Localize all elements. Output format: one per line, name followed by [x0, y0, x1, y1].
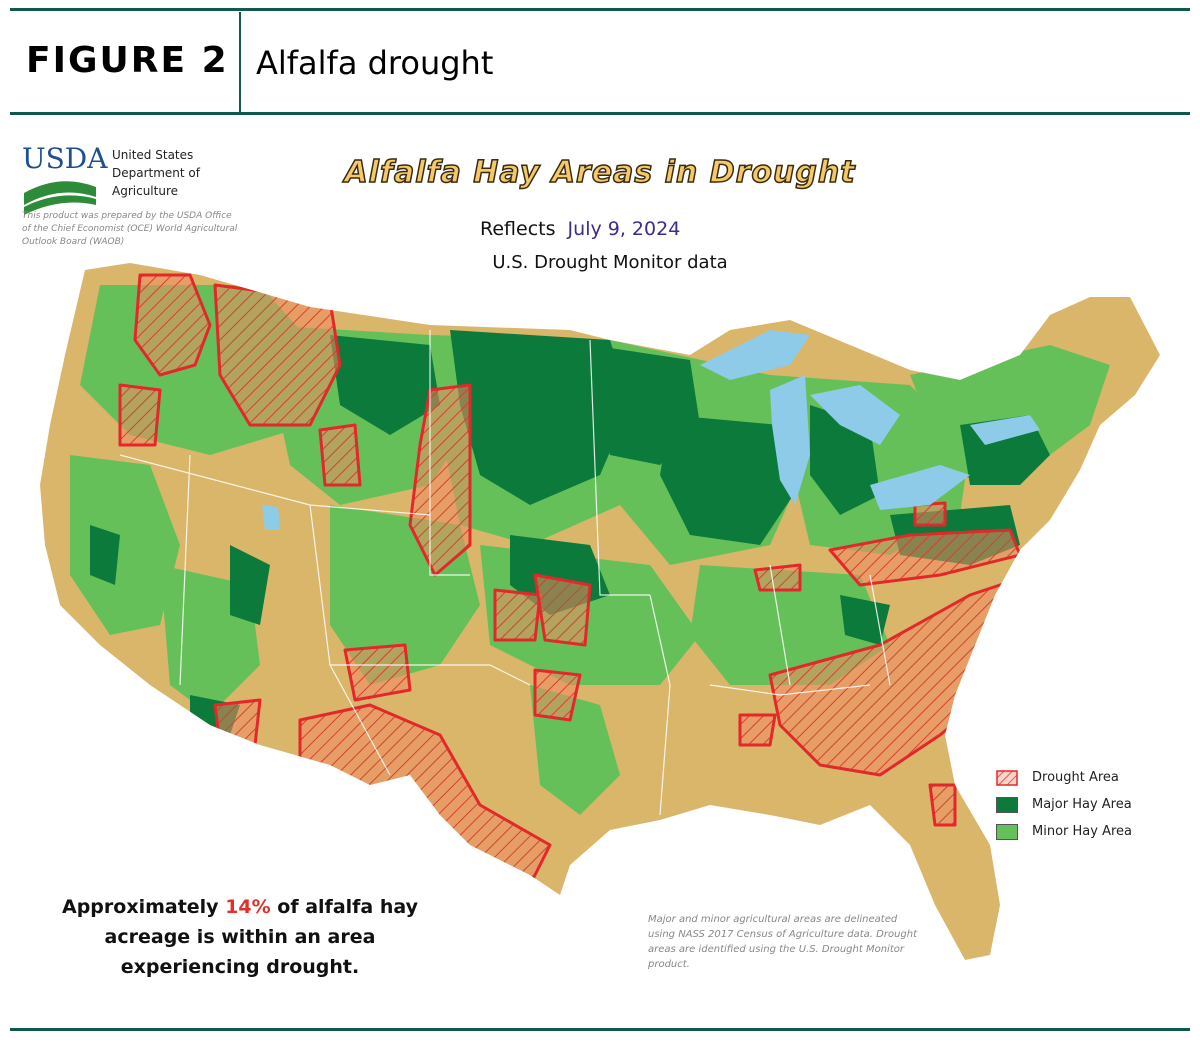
legend-label-minor: Minor Hay Area — [1032, 824, 1132, 839]
water-bodies — [262, 330, 1040, 530]
header-rule — [10, 112, 1190, 115]
usda-logo-swoosh — [24, 181, 96, 215]
map-title: Alfalfa Hay Areas in Drought — [344, 154, 856, 191]
summary-statistic: Approximately 14% of alfalfa hay acreage… — [40, 892, 440, 982]
summary-prefix: Approximately — [61, 896, 226, 918]
legend-label-drought: Drought Area — [1032, 770, 1119, 785]
figure-title: Alfalfa drought — [256, 44, 494, 82]
reflects-date: July 9, 2024 — [567, 218, 681, 240]
summary-percent: 14% — [225, 896, 271, 918]
reflects-line: Reflects July 9, 2024 — [480, 218, 680, 240]
legend-label-major: Major Hay Area — [1032, 797, 1132, 812]
bottom-rule — [10, 1028, 1190, 1031]
summary-suffix: of alfalfa hay acreage is within an area… — [104, 896, 419, 978]
major-hay-swatch — [996, 796, 1018, 813]
figure-label: FIGURE 2 — [26, 40, 229, 81]
agency-name-line-1: United States — [112, 148, 194, 162]
agency-name: United States Department of Agriculture — [112, 146, 200, 200]
drought-areas — [118, 273, 1042, 887]
legend-item-drought: Drought Area — [996, 764, 1132, 791]
agency-note: This product was prepared by the USDA Of… — [22, 211, 238, 247]
data-source-line: U.S. Drought Monitor data — [492, 252, 728, 273]
figure-divider — [239, 12, 241, 112]
reflects-label: Reflects — [480, 218, 556, 240]
usda-logo: USDA — [22, 142, 108, 175]
legend-item-minor: Minor Hay Area — [996, 818, 1132, 845]
state-borders — [119, 330, 891, 816]
agency-name-line-3: Agriculture — [112, 184, 178, 198]
agency-name-line-2: Department of — [112, 166, 200, 180]
map-legend: Drought Area Major Hay Area Minor Hay Ar… — [996, 764, 1132, 845]
legend-item-major: Major Hay Area — [996, 791, 1132, 818]
minor-hay-swatch — [996, 823, 1018, 840]
methodology-note: Major and minor agricultural areas are d… — [648, 914, 918, 970]
us-drought-map — [40, 263, 1160, 960]
drought-swatch — [996, 769, 1018, 786]
top-rule — [10, 8, 1190, 11]
